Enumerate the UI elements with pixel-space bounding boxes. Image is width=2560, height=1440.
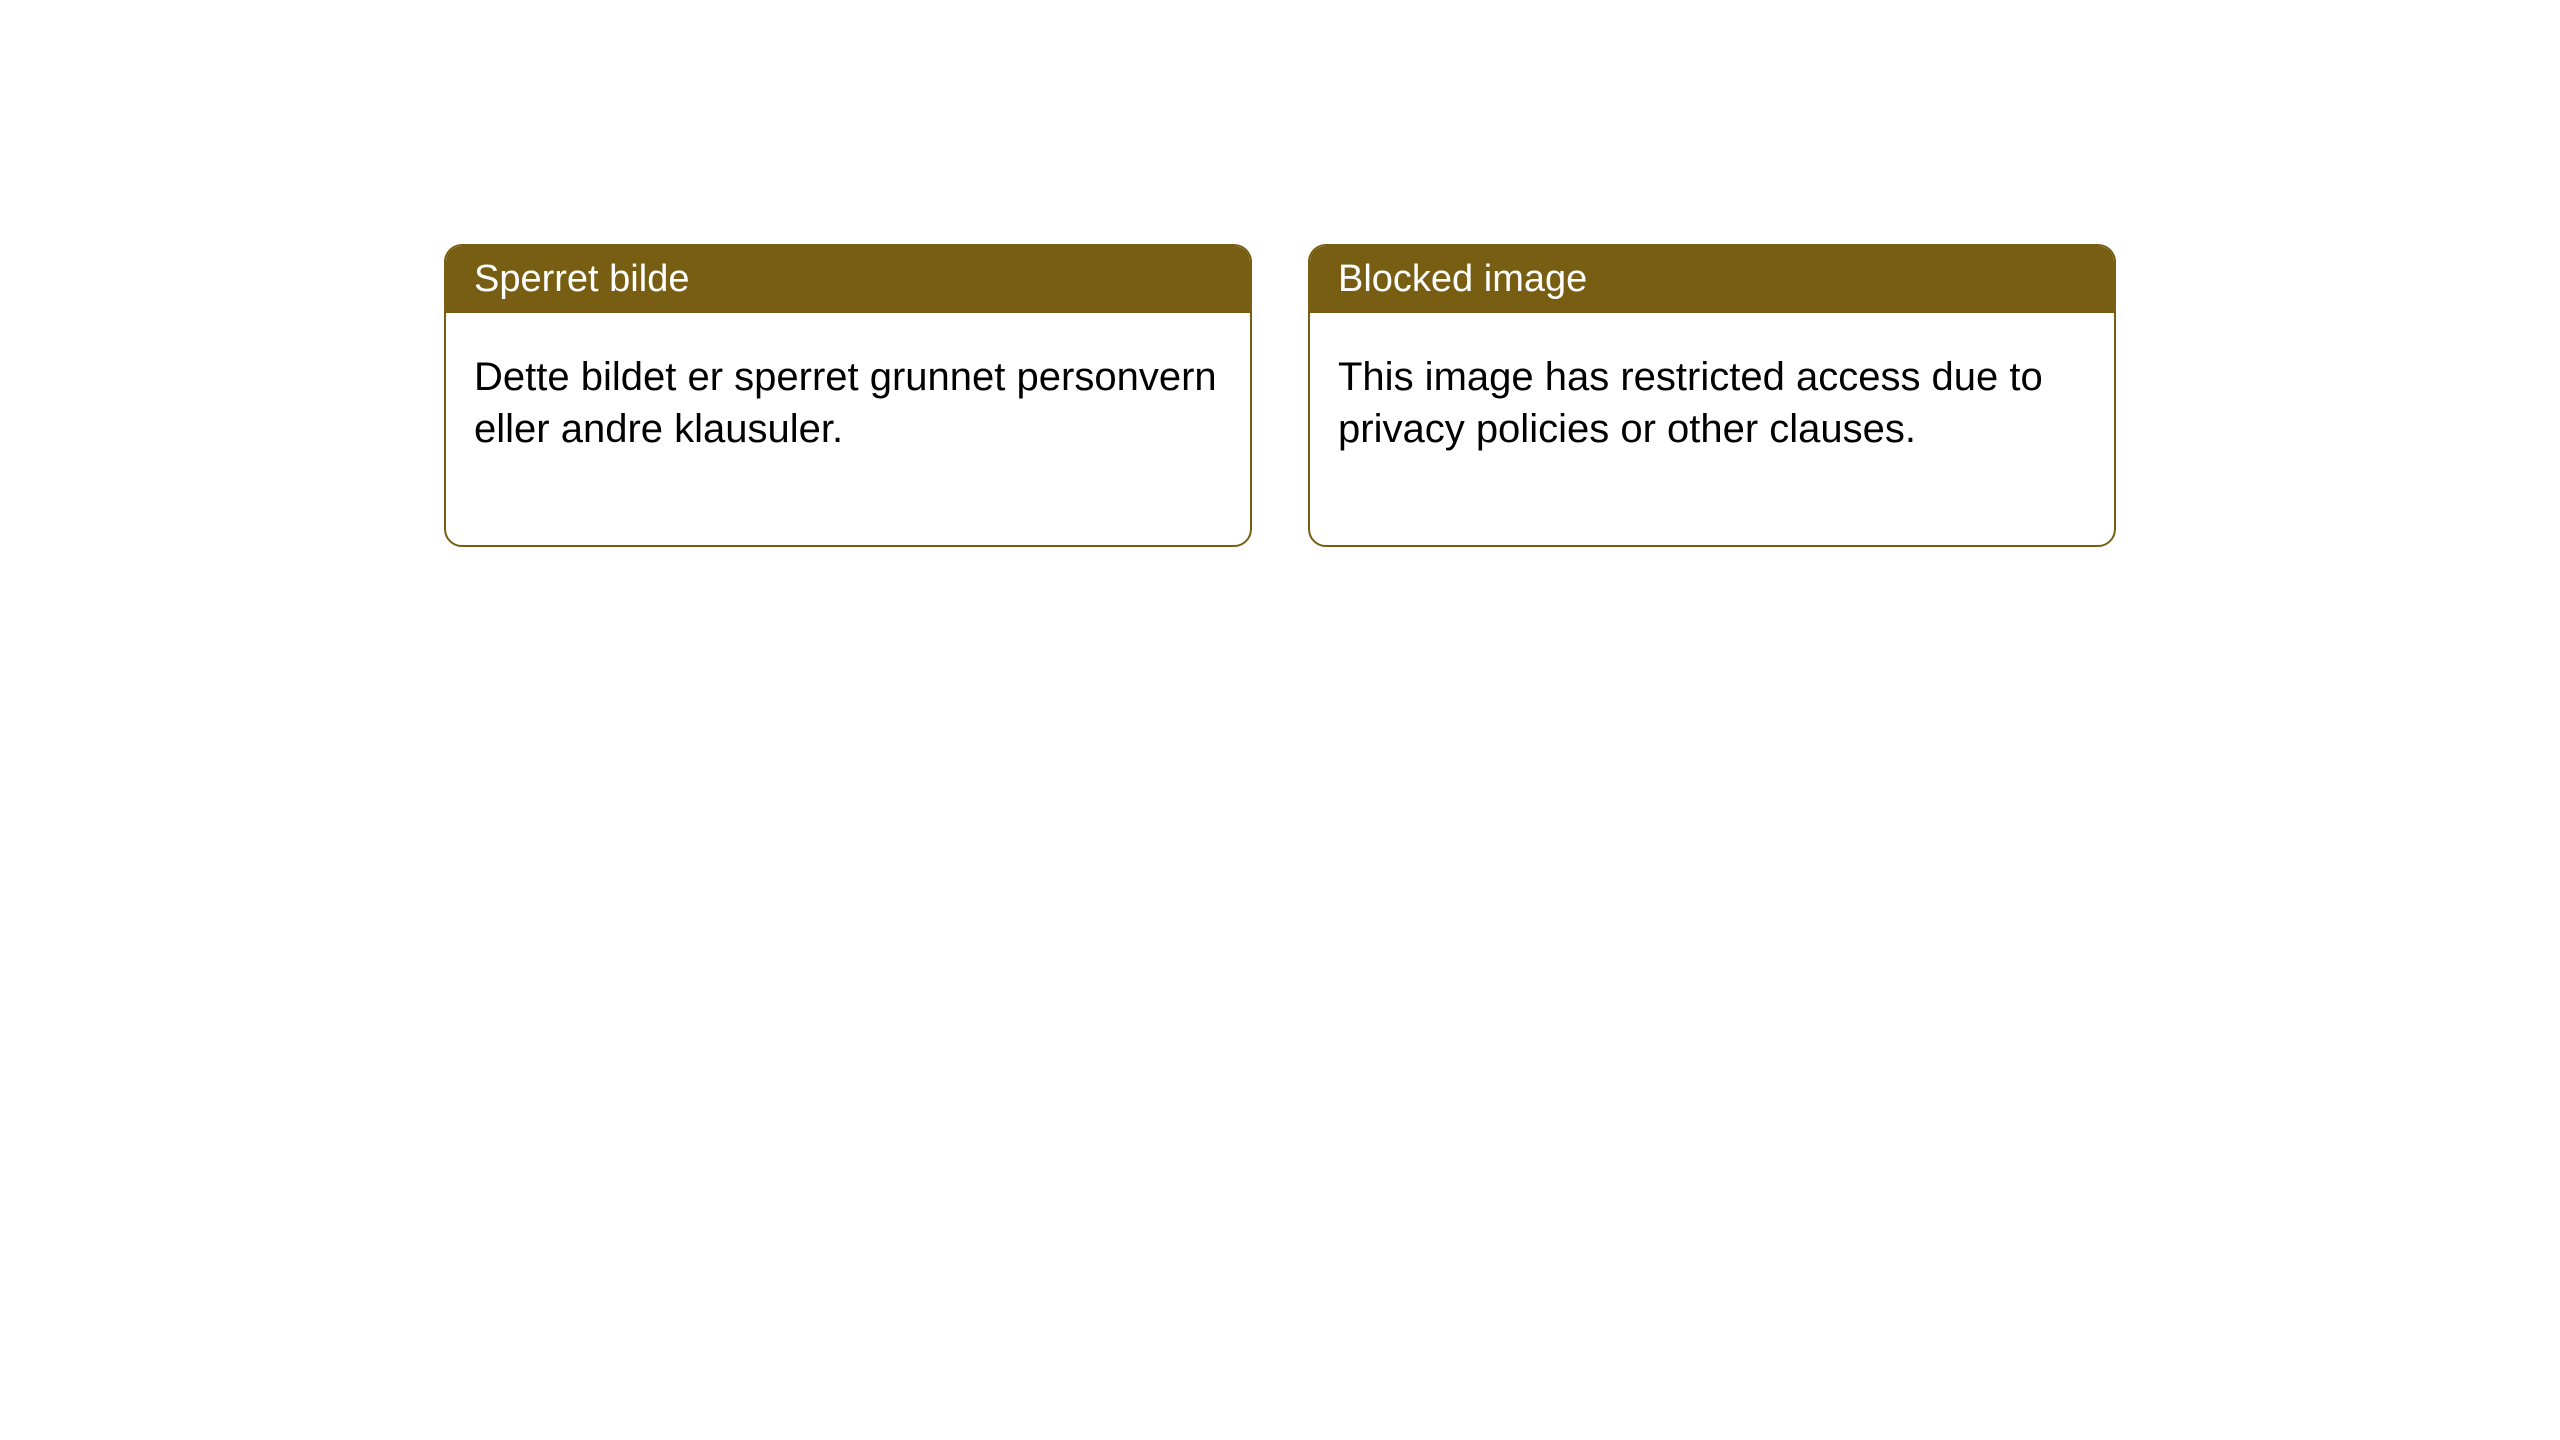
notice-body: Dette bildet er sperret grunnet personve…	[446, 313, 1250, 545]
notice-title: Sperret bilde	[474, 258, 689, 300]
notice-header: Sperret bilde	[446, 246, 1250, 313]
notice-header: Blocked image	[1310, 246, 2114, 313]
notice-card-english: Blocked image This image has restricted …	[1308, 244, 2116, 547]
notice-body: This image has restricted access due to …	[1310, 313, 2114, 545]
notice-text: This image has restricted access due to …	[1338, 355, 2043, 451]
notice-card-norwegian: Sperret bilde Dette bildet er sperret gr…	[444, 244, 1252, 547]
notice-title: Blocked image	[1338, 258, 1587, 300]
notice-text: Dette bildet er sperret grunnet personve…	[474, 355, 1217, 451]
notice-cards-container: Sperret bilde Dette bildet er sperret gr…	[0, 0, 2560, 547]
